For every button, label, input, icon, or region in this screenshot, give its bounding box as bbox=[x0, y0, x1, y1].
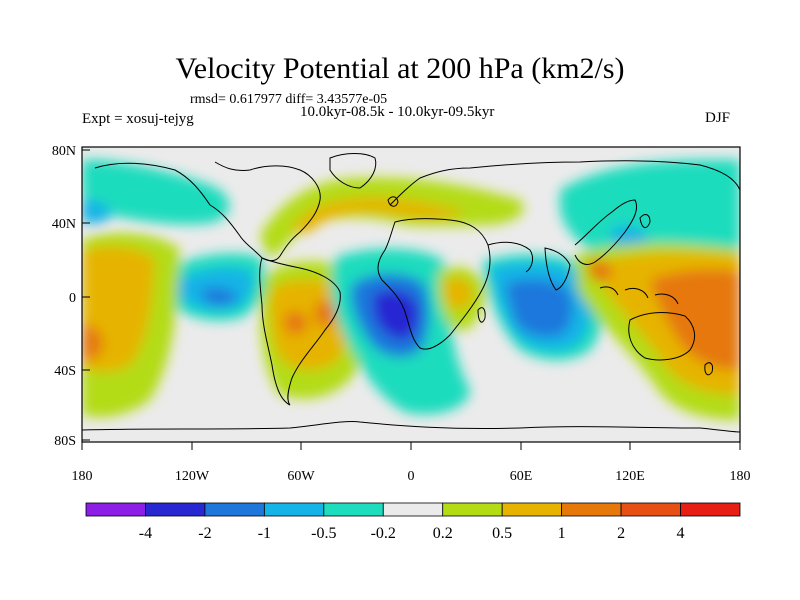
lon-label: 60E bbox=[510, 469, 533, 484]
lat-label: 40N bbox=[52, 217, 76, 232]
colorbar-swatch bbox=[263, 502, 325, 517]
north-pacific-negative-core bbox=[82, 199, 112, 224]
page-title: Velocity Potential at 200 hPa (km2/s) bbox=[175, 52, 625, 85]
colorbar-label: 4 bbox=[677, 525, 685, 542]
south-america-positive-core bbox=[283, 300, 337, 335]
colorbar-label: -4 bbox=[139, 525, 152, 542]
lon-label: 0 bbox=[408, 469, 415, 484]
antarctica-coast bbox=[82, 421, 740, 433]
north-america-coast bbox=[94, 161, 321, 262]
stats-line: rmsd= 0.617977 diff= 3.43577e-05 bbox=[190, 92, 388, 107]
northeast-asia-negative bbox=[560, 159, 740, 265]
maritime-continent-coast bbox=[599, 286, 679, 305]
colorbar-label: -0.5 bbox=[311, 525, 336, 542]
indian-ocean-negative-core bbox=[505, 279, 573, 337]
australia-coast bbox=[628, 312, 696, 361]
lat-label: 40S bbox=[54, 364, 76, 379]
lon-labels: 180 120W 60W 0 60E 120E 180 bbox=[72, 469, 751, 484]
colorbar-swatch bbox=[323, 502, 384, 517]
west-pacific-positive-core bbox=[650, 269, 740, 370]
greenland-coast bbox=[329, 153, 377, 189]
colorbar-label: 0.5 bbox=[492, 525, 512, 542]
north-atlantic-positive-core bbox=[290, 197, 465, 232]
japan-coast bbox=[639, 214, 651, 228]
period-label: 10.0kyr-08.5k - 10.0kyr-09.5kyr bbox=[300, 104, 495, 120]
arabia-india-coast bbox=[487, 241, 571, 291]
madagascar-coast bbox=[477, 307, 486, 323]
season-label: DJF bbox=[705, 110, 731, 126]
lon-label: 120W bbox=[175, 469, 210, 484]
lon-label: 60W bbox=[287, 469, 315, 484]
africa-coast bbox=[377, 218, 491, 350]
colorbar-label: 1 bbox=[558, 525, 566, 542]
colorbar-swatch bbox=[204, 502, 265, 517]
south-america-coast bbox=[259, 257, 341, 406]
southeast-asia-positive bbox=[588, 259, 612, 282]
new-zealand-coast bbox=[704, 362, 713, 376]
colorbar-label: -1 bbox=[258, 525, 271, 542]
colorbar-swatch bbox=[145, 502, 206, 517]
northeast-asia-negative-core bbox=[610, 225, 648, 250]
experiment-label: Expt = xosuj-tejyg bbox=[82, 111, 194, 127]
colorbar-labels: -4 -2 -1 -0.5 -0.2 0.2 0.5 1 2 4 bbox=[139, 525, 685, 542]
colorbar-swatch bbox=[382, 502, 444, 517]
coastlines bbox=[82, 153, 740, 433]
southeast-africa-positive-core bbox=[443, 277, 473, 310]
east-pacific-negative-core bbox=[200, 287, 238, 306]
colorbar-swatch bbox=[620, 502, 681, 517]
colorbar-label: 2 bbox=[617, 525, 625, 542]
colorbar-swatch bbox=[561, 502, 622, 517]
lat-ticks bbox=[82, 149, 90, 441]
atlantic-africa-negative-core bbox=[372, 290, 419, 340]
lat-label: 80S bbox=[54, 434, 76, 449]
lon-ticks bbox=[81, 442, 741, 450]
lon-label: 180 bbox=[72, 469, 93, 484]
eurasia-coast bbox=[389, 160, 740, 265]
lon-label: 180 bbox=[730, 469, 751, 484]
lon-label: 120E bbox=[615, 469, 645, 484]
north-pacific-negative bbox=[82, 159, 230, 225]
colorbar-label: 0.2 bbox=[433, 525, 453, 542]
lat-labels: 80N 40N 0 40S 80S bbox=[52, 144, 76, 449]
lat-label: 0 bbox=[69, 291, 76, 306]
colorbar bbox=[85, 502, 741, 517]
uk-coast bbox=[387, 196, 399, 207]
colorbar-swatch bbox=[680, 502, 741, 517]
colorbar-swatch bbox=[442, 502, 503, 517]
colorbar-label: -2 bbox=[198, 525, 211, 542]
contour-field bbox=[82, 147, 740, 442]
colorbar-label: -0.2 bbox=[371, 525, 396, 542]
colorbar-swatch bbox=[85, 502, 146, 517]
central-pacific-positive-west-core bbox=[82, 324, 104, 361]
north-atlantic-positive-band bbox=[260, 177, 524, 258]
lat-label: 80N bbox=[52, 144, 76, 159]
colorbar-swatch bbox=[501, 502, 563, 517]
